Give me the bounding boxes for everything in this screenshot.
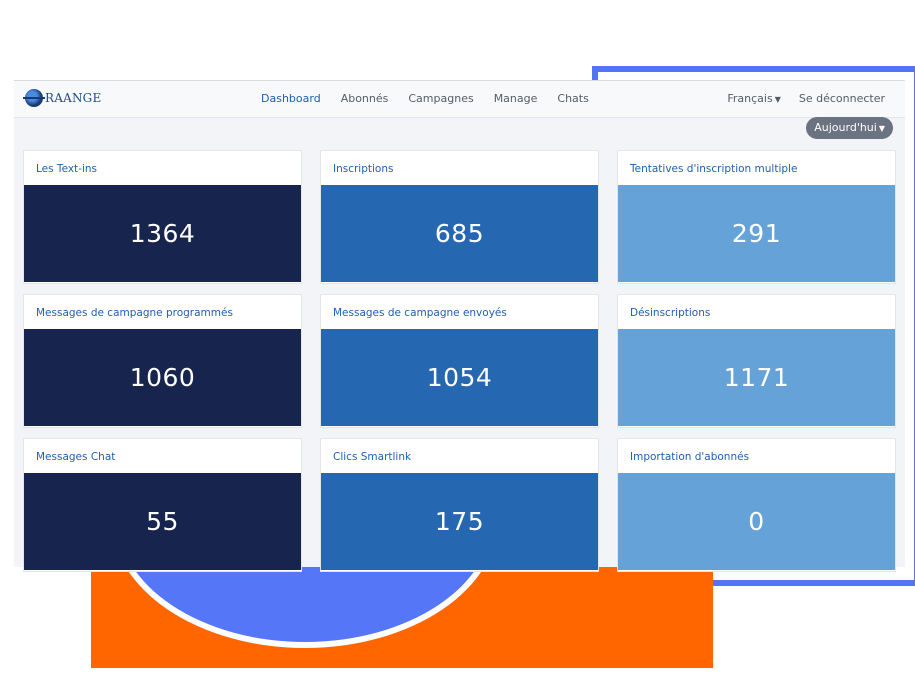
card-title: Messages de campagne programmés bbox=[36, 307, 233, 319]
main-nav: Dashboard Abonnés Campagnes Manage Chats bbox=[261, 92, 589, 105]
card-value: 55 bbox=[24, 473, 301, 570]
card-value: 0 bbox=[618, 473, 895, 570]
card-value: 1060 bbox=[24, 329, 301, 426]
nav-dashboard[interactable]: Dashboard bbox=[261, 92, 321, 105]
card-value: 1054 bbox=[321, 329, 598, 426]
stat-card-messages-envoyes: Messages de campagne envoyés 1054 bbox=[320, 294, 599, 428]
card-title: Messages Chat bbox=[36, 451, 116, 463]
brand-logo[interactable]: RAANGE bbox=[23, 89, 102, 107]
caret-down-icon: ▼ bbox=[774, 95, 781, 104]
card-value: 685 bbox=[321, 185, 598, 282]
language-label: Français bbox=[727, 92, 773, 105]
stat-card-messages-programmes: Messages de campagne programmés 1060 bbox=[23, 294, 302, 428]
stat-card-tentatives: Tentatives d'inscription multiple 291 bbox=[617, 150, 896, 284]
stat-card-importation: Importation d'abonnés 0 bbox=[617, 438, 896, 572]
stat-card-text-ins: Les Text-ins 1364 bbox=[23, 150, 302, 284]
card-title: Messages de campagne envoyés bbox=[333, 307, 507, 319]
globe-icon bbox=[23, 89, 45, 107]
period-dropdown[interactable]: Aujourd'hui ▼ bbox=[806, 117, 893, 139]
dashboard-window: RAANGE Dashboard Abonnés Campagnes Manag… bbox=[14, 80, 905, 572]
language-dropdown[interactable]: Français ▼ bbox=[727, 92, 781, 105]
nav-campagnes[interactable]: Campagnes bbox=[408, 92, 474, 105]
nav-right: Français ▼ Se déconnecter bbox=[727, 92, 885, 105]
card-title: Les Text-ins bbox=[36, 163, 98, 175]
card-value: 291 bbox=[618, 185, 895, 282]
stat-card-messages-chat: Messages Chat 55 bbox=[23, 438, 302, 572]
card-value: 1171 bbox=[618, 329, 895, 426]
card-value: 175 bbox=[321, 473, 598, 570]
card-title: Clics Smartlink bbox=[333, 451, 412, 463]
stat-card-inscriptions: Inscriptions 685 bbox=[320, 150, 599, 284]
stat-card-clics-smartlink: Clics Smartlink 175 bbox=[320, 438, 599, 572]
card-title: Désinscriptions bbox=[630, 307, 711, 319]
logout-link[interactable]: Se déconnecter bbox=[798, 92, 885, 105]
navbar: RAANGE Dashboard Abonnés Campagnes Manag… bbox=[14, 81, 905, 118]
nav-manage[interactable]: Manage bbox=[493, 92, 538, 105]
nav-chats[interactable]: Chats bbox=[557, 92, 589, 105]
period-label: Aujourd'hui bbox=[814, 121, 877, 134]
brand-name: RAANGE bbox=[45, 91, 102, 105]
card-title: Importation d'abonnés bbox=[630, 451, 750, 463]
stats-grid: Les Text-ins 1364 Inscriptions 685 Tenta… bbox=[23, 150, 896, 572]
card-title: Inscriptions bbox=[333, 163, 394, 175]
card-value: 1364 bbox=[24, 185, 301, 282]
stat-card-desinscriptions: Désinscriptions 1171 bbox=[617, 294, 896, 428]
nav-abonnes[interactable]: Abonnés bbox=[340, 92, 389, 105]
caret-down-icon: ▼ bbox=[878, 124, 885, 133]
card-title: Tentatives d'inscription multiple bbox=[630, 163, 798, 175]
